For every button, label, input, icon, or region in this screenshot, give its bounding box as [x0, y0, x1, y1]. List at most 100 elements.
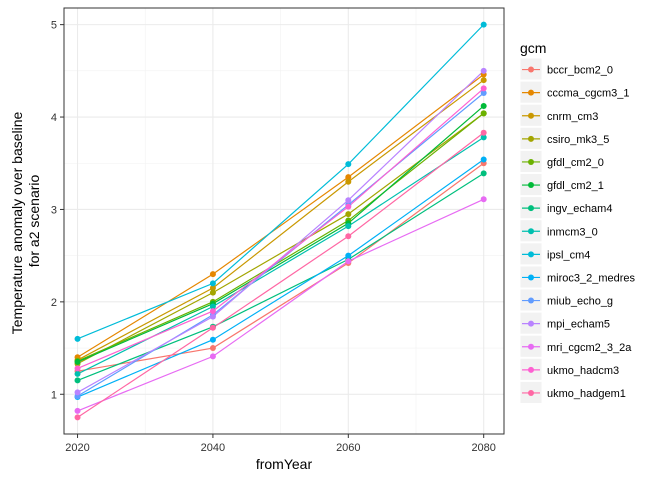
- data-point-mpi_echam5-2080: [480, 67, 487, 74]
- series-line-gfdl_cm2_0: [77, 112, 485, 362]
- data-point-cnrm_cm3-2040: [209, 284, 216, 291]
- legend-label: ukmo_hadcm3: [547, 365, 619, 377]
- legend-label: cnrm_cm3: [547, 111, 598, 123]
- series-line-miroc3_2_medres: [77, 159, 485, 398]
- x-tick-label: 2080: [471, 442, 495, 454]
- data-point-gfdl_cm2_0-2080: [480, 110, 487, 117]
- data-point-ukmo_hadcm3-2080: [480, 85, 487, 92]
- legend-item-gfdl_cm2_0: gfdl_cm2_0: [519, 149, 604, 173]
- series-lines: [77, 24, 485, 418]
- x-tick-label: 2040: [201, 442, 225, 454]
- legend-key-point: [528, 343, 534, 350]
- legend-item-ingv_echam4: ingv_echam4: [519, 196, 612, 220]
- data-point-cccma_cgcm3_1-2040: [209, 271, 216, 278]
- legend-label: mpi_echam5: [547, 319, 610, 331]
- data-point-inmcm3_0-2040: [209, 303, 216, 310]
- data-point-mri_cgcm2_3_2a-2060: [345, 258, 352, 265]
- data-point-miroc3_2_medres-2040: [209, 336, 216, 343]
- data-point-inmcm3_0-2020: [74, 370, 81, 377]
- x-axis-ticks: 2020 2040 2060 2080: [65, 434, 496, 454]
- data-point-mri_cgcm2_3_2a-2080: [480, 196, 487, 203]
- data-point-mri_cgcm2_3_2a-2020: [74, 407, 81, 414]
- series-line-csiro_mk3_5: [77, 112, 485, 365]
- legend-label: ingv_echam4: [547, 203, 612, 215]
- data-point-csiro_mk3_5-2060: [345, 211, 352, 218]
- legend-item-bccr_bcm2_0: bccr_bcm2_0: [519, 57, 613, 81]
- y-axis-title-line-2: for a2 scenario: [26, 174, 42, 267]
- legend-item-inmcm3_0: inmcm3_0: [519, 219, 598, 243]
- data-point-gfdl_cm2_1-2020: [74, 358, 81, 365]
- x-tick-label: 2020: [65, 442, 89, 454]
- y-tick-label: 3: [51, 204, 57, 216]
- legend-item-ukmo_hadcm3: ukmo_hadcm3: [519, 357, 619, 381]
- data-point-miroc3_2_medres-2060: [345, 252, 352, 259]
- data-point-csiro_mk3_5-2040: [209, 289, 216, 296]
- series-line-mri_cgcm2_3_2a: [77, 198, 484, 412]
- x-axis-title: fromYear: [256, 456, 313, 472]
- legend-key-point: [528, 297, 534, 304]
- series-line-miub_echo_g: [77, 92, 485, 397]
- x-tick-label: 2060: [336, 442, 360, 454]
- legend-item-miroc3_2_medres: miroc3_2_medres: [519, 265, 636, 289]
- data-point-ipsl_cm4-2020: [74, 335, 81, 342]
- plot-panel-border: [63, 7, 505, 435]
- y-axis-title-line-1: Temperature anomaly over baseline: [9, 111, 25, 334]
- data-point-cccma_cgcm3_1-2060: [345, 174, 352, 181]
- data-point-ingv_echam4-2080: [480, 170, 487, 177]
- legend-item-mri_cgcm2_3_2a: mri_cgcm2_3_2a: [519, 334, 632, 358]
- legend-item-miub_echo_g: miub_echo_g: [519, 288, 613, 312]
- y-axis-title: Temperature anomaly over baseline for a2…: [9, 108, 42, 334]
- series-points: [74, 21, 487, 421]
- data-point-mpi_echam5-2020: [74, 389, 81, 396]
- data-point-ipsl_cm4-2080: [480, 21, 487, 28]
- legend-label: miub_echo_g: [547, 296, 613, 308]
- legend-key-point: [528, 389, 534, 396]
- data-point-cnrm_cm3-2060: [345, 178, 352, 185]
- y-tick-label: 1: [51, 389, 57, 401]
- legend-key-point: [528, 135, 534, 142]
- data-point-ukmo_hadcm3-2020: [74, 365, 81, 372]
- data-point-ukmo_hadgem1-2080: [480, 129, 487, 136]
- legend-label: csiro_mk3_5: [547, 134, 609, 146]
- legend-item-ukmo_hadgem1: ukmo_hadgem1: [519, 380, 626, 404]
- legend-label: gfdl_cm2_0: [547, 157, 604, 169]
- legend-label: ipsl_cm4: [547, 249, 590, 261]
- legend-item-mpi_echam5: mpi_echam5: [519, 311, 610, 335]
- series-line-ipsl_cm4: [77, 24, 485, 340]
- legend-label: mri_cgcm2_3_2a: [547, 342, 632, 354]
- data-point-miub_echo_g-2080: [480, 90, 487, 97]
- data-point-ukmo_hadcm3-2060: [345, 203, 352, 210]
- data-point-mri_cgcm2_3_2a-2040: [209, 353, 216, 360]
- legend: gcm bccr_bcm2_0 cccma_cgcm3_1 cnrm_cm3csir…: [519, 40, 636, 404]
- legend-key-point: [528, 182, 534, 189]
- legend-key-point: [528, 112, 534, 119]
- legend-key-point: [528, 366, 534, 373]
- legend-key-point: [528, 320, 534, 327]
- legend-label: miroc3_2_medres: [547, 272, 636, 284]
- data-point-inmcm3_0-2060: [345, 223, 352, 230]
- series-line-ingv_echam4: [77, 172, 485, 381]
- legend-item-cnrm_cm3: cnrm_cm3: [519, 103, 598, 127]
- series-line-cnrm_cm3: [77, 79, 485, 361]
- legend-label: ukmo_hadgem1: [547, 388, 626, 400]
- legend-key-point: [528, 89, 534, 96]
- legend-label: inmcm3_0: [547, 226, 598, 238]
- legend-label: cccma_cgcm3_1: [547, 88, 630, 100]
- data-point-gfdl_cm2_1-2080: [480, 102, 487, 109]
- legend-title: gcm: [520, 40, 546, 56]
- data-point-cnrm_cm3-2080: [480, 77, 487, 84]
- legend-item-gfdl_cm2_1: gfdl_cm2_1: [519, 173, 604, 197]
- series-line-gfdl_cm2_1: [77, 105, 485, 363]
- data-point-ukmo_hadcm3-2040: [209, 308, 216, 315]
- data-point-bccr_bcm2_0-2040: [209, 345, 216, 352]
- data-point-mpi_echam5-2060: [345, 197, 352, 204]
- series-line-cccma_cgcm3_1: [77, 74, 485, 358]
- legend-key-point: [528, 251, 534, 258]
- legend-key-point: [528, 274, 534, 281]
- data-point-ingv_echam4-2020: [74, 377, 81, 384]
- y-tick-label: 4: [51, 112, 57, 124]
- legend-label: gfdl_cm2_1: [547, 180, 604, 192]
- data-point-miroc3_2_medres-2080: [480, 156, 487, 163]
- y-axis-ticks: 1 2 3 4 5: [51, 20, 64, 401]
